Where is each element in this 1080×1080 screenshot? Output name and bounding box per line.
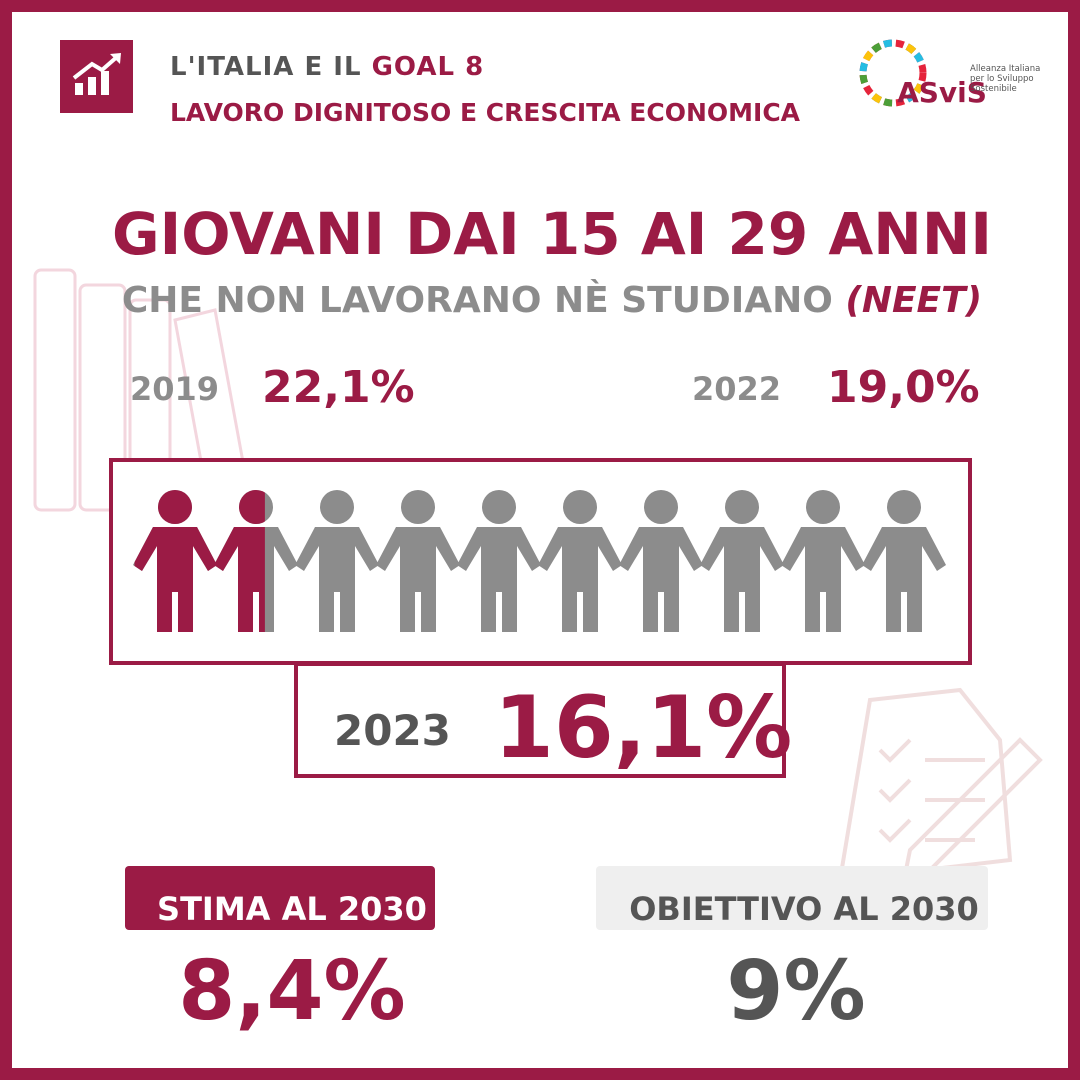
highlight-value: 16,1%	[494, 678, 793, 778]
headline-title: GIOVANI DAI 15 AI 29 ANNI	[112, 200, 992, 268]
logo-name: ASviS	[897, 76, 987, 109]
estimate-value: 8,4%	[178, 944, 406, 1039]
pictogram	[133, 490, 946, 632]
person-head	[806, 490, 840, 524]
highlight-frame	[294, 662, 786, 778]
person-body	[619, 527, 703, 632]
person-head	[401, 490, 435, 524]
person-body	[214, 527, 265, 632]
target-badge	[596, 866, 988, 930]
person-body	[781, 527, 865, 632]
header-prefix: L'ITALIA E IL	[170, 52, 362, 82]
graphics	[33, 39, 1043, 930]
person-head	[644, 490, 678, 524]
target-label: OBIETTIVO AL 2030	[629, 890, 979, 928]
person-icon	[781, 490, 865, 632]
person-icon	[619, 490, 703, 632]
person-icon	[538, 490, 622, 632]
person-body	[376, 527, 460, 632]
person-head	[887, 490, 921, 524]
person-icon	[700, 490, 784, 632]
person-icon	[376, 490, 460, 632]
history-value: 22,1%	[262, 362, 415, 413]
headline-subtitle: CHE NON LAVORANO NÈ STUDIANO	[121, 280, 833, 321]
person-body	[862, 527, 946, 632]
history-year: 2019	[130, 370, 220, 408]
target-value: 9%	[726, 944, 866, 1039]
headline-subtitle-line: CHE NON LAVORANO NÈ STUDIANO (NEET)	[122, 280, 982, 321]
history-year: 2022	[692, 370, 782, 408]
person-head	[158, 490, 192, 524]
person-head	[725, 490, 759, 524]
person-head	[320, 490, 354, 524]
highlight-year: 2023	[334, 706, 451, 755]
person-body	[295, 527, 379, 632]
header-subtitle: LAVORO DIGNITOSO E CRESCITA ECONOMICA	[170, 98, 801, 127]
estimate-label: STIMA AL 2030	[157, 890, 427, 928]
logo-line: Sostenibile	[970, 84, 1017, 94]
header-line: L'ITALIA E IL GOAL 8	[170, 52, 484, 82]
document-decoration	[837, 687, 1043, 883]
person-icon	[862, 490, 946, 632]
logo-line: per lo Sviluppo	[970, 74, 1034, 84]
logo-line: Alleanza Italiana	[970, 64, 1041, 74]
person-head	[563, 490, 597, 524]
person-head	[482, 490, 516, 524]
person-icon-filled	[134, 490, 217, 632]
goal-icon	[60, 40, 133, 113]
person-icon	[457, 490, 541, 632]
headline-tag: (NEET)	[845, 280, 983, 321]
history-value: 19,0%	[827, 362, 980, 413]
goal-label: GOAL 8	[371, 52, 485, 82]
person-body	[134, 527, 217, 632]
logo-text: Alleanza Italiana per lo Sviluppo Sosten…	[970, 64, 1040, 94]
person-body	[538, 527, 622, 632]
filled-portion	[134, 490, 265, 632]
person-head	[239, 490, 265, 524]
person-body	[700, 527, 784, 632]
estimate-badge	[125, 866, 435, 930]
person-body	[457, 527, 541, 632]
person-icon	[295, 490, 379, 632]
person-icon-filled	[214, 490, 265, 632]
logo-ring	[859, 39, 927, 107]
